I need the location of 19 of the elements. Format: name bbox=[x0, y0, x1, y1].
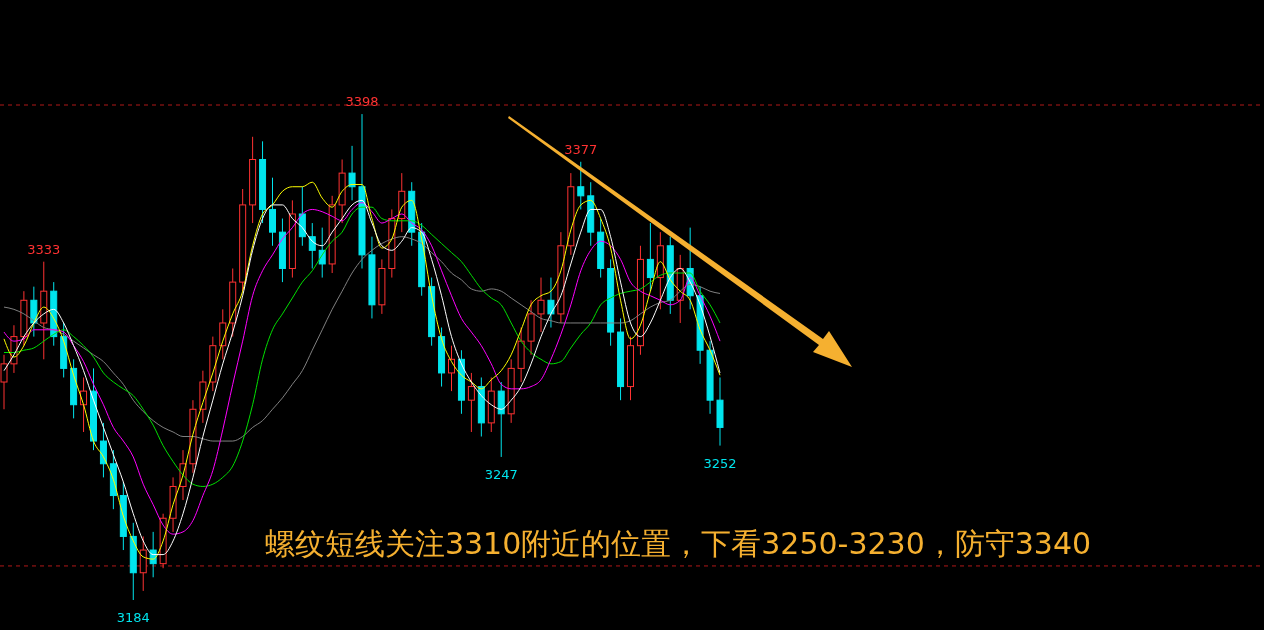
annotation: 3333 bbox=[27, 241, 61, 257]
candlestick bbox=[308, 222, 316, 269]
annotation: 螺纹短线关注3310附近的位置，下看3250-3230，防守3340 bbox=[264, 526, 1092, 561]
candlestick bbox=[139, 535, 147, 592]
candlestick bbox=[467, 372, 475, 433]
annotation: 3398 bbox=[345, 94, 379, 110]
candlestick bbox=[0, 354, 8, 410]
annotation: 3184 bbox=[116, 610, 150, 625]
annotation: 3247 bbox=[484, 466, 518, 482]
candlestick bbox=[577, 161, 585, 210]
annotation: 3377 bbox=[564, 141, 598, 157]
candlestick bbox=[99, 422, 107, 478]
candlestick bbox=[448, 345, 455, 392]
annotation: 3252 bbox=[703, 455, 737, 471]
candlestick bbox=[537, 277, 545, 333]
candlestick bbox=[547, 277, 555, 329]
candlestick bbox=[497, 381, 505, 458]
candlestick bbox=[348, 145, 356, 201]
candlestick bbox=[269, 177, 276, 247]
